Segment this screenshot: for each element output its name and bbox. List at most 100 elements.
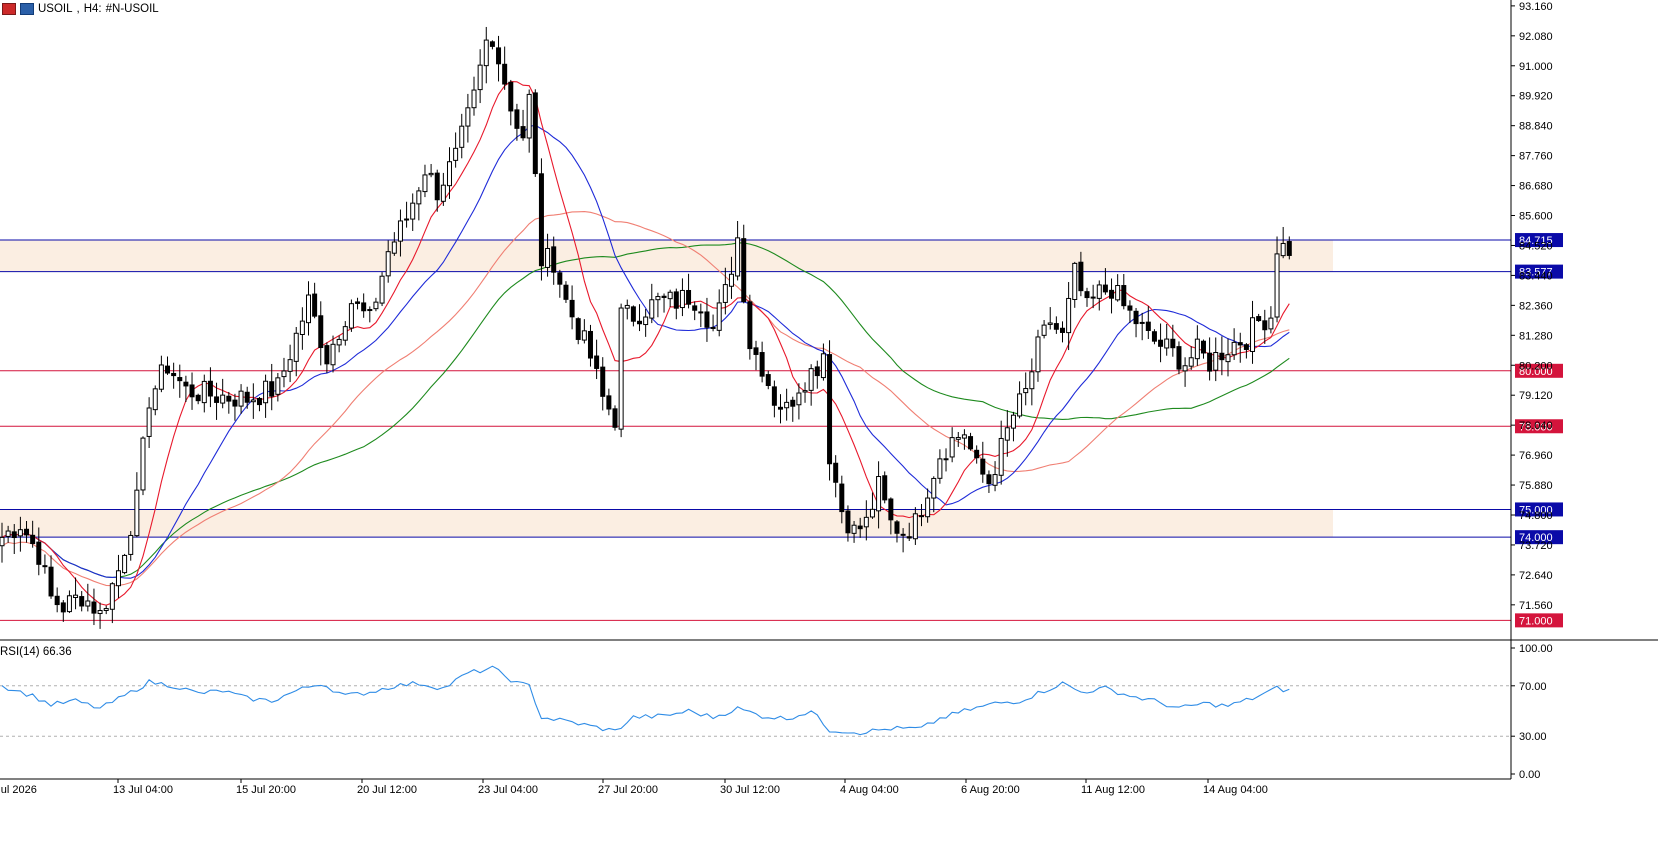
candle-body [336,338,342,346]
candle-body [1084,291,1090,299]
candle [489,40,495,50]
candle [587,324,593,367]
chart-header: USOIL, H4: #N-USOIL [0,0,159,18]
candle-body [900,533,906,536]
candle [747,294,753,360]
x-tick-label: 13 Jul 04:00 [113,784,173,796]
candle [404,201,410,228]
candle [1017,381,1023,419]
candle [845,505,851,542]
candle-body [483,39,489,67]
candle-body [1188,357,1194,367]
candle-body [587,330,593,359]
candle-body [722,284,728,303]
candle [1268,306,1274,334]
candle-body [220,394,226,404]
candle [741,224,747,304]
ma-slow-green [1,242,1290,578]
candle [471,76,477,116]
candle [1035,329,1041,382]
candle-body [453,147,459,161]
candle-body [391,241,397,254]
candle [0,522,5,563]
level-tag-78.000 [1515,419,1563,434]
candle [526,89,532,153]
candle-body [698,311,704,314]
candle-body [569,299,575,318]
candle [1127,300,1133,324]
candle-body [152,388,158,411]
candle [342,321,348,346]
candle-body [195,394,201,402]
candle [673,288,679,320]
candle [1053,316,1059,334]
candle-body [986,474,992,485]
candle [551,236,557,285]
candle [66,590,72,614]
candle [79,591,85,612]
candle [925,488,931,523]
x-tick-label: 15 Jul 20:00 [236,784,296,796]
candle [710,314,716,332]
candle-body [5,530,11,537]
x-tick-label: 23 Jul 04:00 [478,784,538,796]
candle [808,364,814,406]
candle-body [624,304,630,309]
candle [11,524,17,554]
candle-body [1231,341,1237,356]
y-tick-label: 75.880 [1519,480,1553,492]
candle [348,299,354,332]
candle [679,278,685,317]
candle [612,405,618,431]
candle-body [1219,352,1225,361]
candle-body [581,330,587,341]
candle [661,293,667,313]
candle [1256,313,1262,322]
rsi-y-tick-label: 30.00 [1519,731,1547,743]
candle-body [1109,289,1115,299]
candle-body [250,399,256,403]
candle-body [256,397,262,406]
candle-body [594,355,600,369]
candle [869,492,875,519]
candle [269,363,275,411]
candle [1164,323,1170,356]
candle-body [97,610,103,615]
candle [839,475,845,524]
ma-slow-salmon [1,211,1290,587]
candle [814,360,820,389]
candle [802,382,808,403]
candle [256,397,262,412]
candle-body [563,284,569,300]
one-click-trading-icon[interactable] [20,3,34,15]
candle-body [416,190,422,205]
candle [1145,306,1151,340]
candle [563,281,569,303]
candle-body [385,251,391,277]
level-tag-84.715 [1515,233,1563,248]
sr-zone-0 [0,240,1333,272]
candle-body [765,374,771,386]
candle-body [1145,321,1151,331]
candle-body [269,381,275,397]
candle [171,362,177,389]
candle [569,285,575,330]
candle-body [1213,352,1219,371]
candle-body [1035,336,1041,373]
candle-body [1280,242,1286,257]
candle [1109,278,1115,314]
chart-type-icon[interactable] [2,3,16,15]
candle [422,164,428,198]
candle-body [661,295,667,298]
candle [943,448,949,472]
level-tag-83.577 [1515,264,1563,279]
candle-body [1151,331,1157,342]
candle [134,472,140,538]
level-label-83.577: 83.577 [1519,267,1553,279]
level-label-78.000: 78.000 [1519,421,1553,433]
candle [336,335,342,353]
candle [1004,410,1010,457]
candle-body [612,408,618,428]
candle-body [496,47,502,65]
